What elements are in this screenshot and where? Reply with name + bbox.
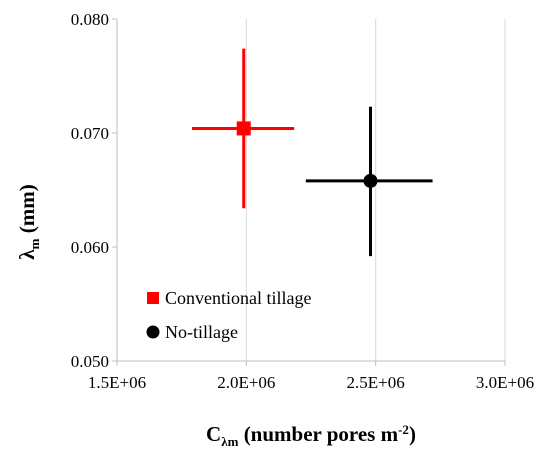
x-tick-label: 1.5E+06 xyxy=(88,373,146,392)
y-axis-title: λm (mm) xyxy=(15,184,42,259)
series-no-tillage xyxy=(305,106,433,257)
data-marks xyxy=(192,48,433,257)
legend: Conventional tillage No-tillage xyxy=(146,288,311,342)
grid-lines xyxy=(245,19,506,361)
legend-square-marker xyxy=(147,292,159,304)
y-tick-label: 0.080 xyxy=(71,10,109,29)
conventional-tillage-point xyxy=(236,121,251,136)
series-conventional-tillage xyxy=(192,48,295,209)
x-axis-title: Cλm (number pores m-2) xyxy=(206,422,416,449)
y-tick-label: 0.070 xyxy=(71,124,109,143)
legend-label-conventional-tillage: Conventional tillage xyxy=(165,288,311,308)
y-tick-label: 0.050 xyxy=(71,352,109,371)
y-tick-label: 0.060 xyxy=(71,238,109,257)
axes xyxy=(112,18,506,366)
legend-item-conventional-tillage: Conventional tillage xyxy=(147,288,311,308)
x-tick-label: 2.0E+06 xyxy=(217,373,275,392)
no-tillage-point xyxy=(363,173,378,188)
legend-item-no-tillage: No-tillage xyxy=(146,322,238,342)
x-tick-label: 2.5E+06 xyxy=(347,373,405,392)
legend-label-no-tillage: No-tillage xyxy=(165,322,238,342)
tick-labels: 0.050 0.060 0.070 0.080 1.5E+06 2.0E+06 2.5E+0… xyxy=(71,10,534,392)
legend-circle-marker xyxy=(146,325,160,339)
x-tick-label: 3.0E+06 xyxy=(476,373,534,392)
